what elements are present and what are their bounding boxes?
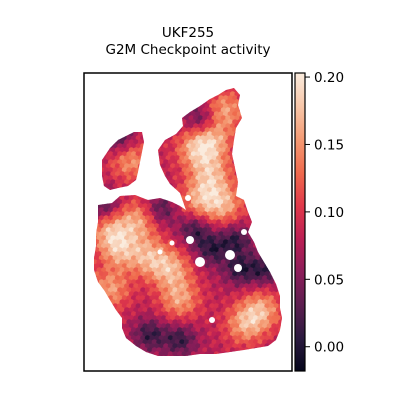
colorbar-tick-label: 0.20 bbox=[314, 70, 344, 86]
colorbar-tick-label: 0.05 bbox=[314, 272, 344, 288]
colorbar-tick-label: 0.10 bbox=[314, 205, 344, 221]
chart-subtitle: G2M Checkpoint activity bbox=[105, 42, 271, 58]
chart-title-sample: UKF255 bbox=[161, 25, 215, 41]
colorbar-frame bbox=[294, 72, 306, 372]
colorbar-gradient bbox=[295, 73, 305, 372]
colorbar-tick-label: 0.15 bbox=[314, 137, 344, 153]
chart-title: UKF255 G2M Checkpoint activity bbox=[84, 25, 292, 59]
colorbar-ticks: 0.00 0.05 0.10 0.15 0.20 bbox=[305, 70, 344, 356]
colorbar: 0.00 0.05 0.10 0.15 0.20 bbox=[294, 70, 344, 372]
colorbar-tick-label: 0.00 bbox=[314, 340, 344, 356]
